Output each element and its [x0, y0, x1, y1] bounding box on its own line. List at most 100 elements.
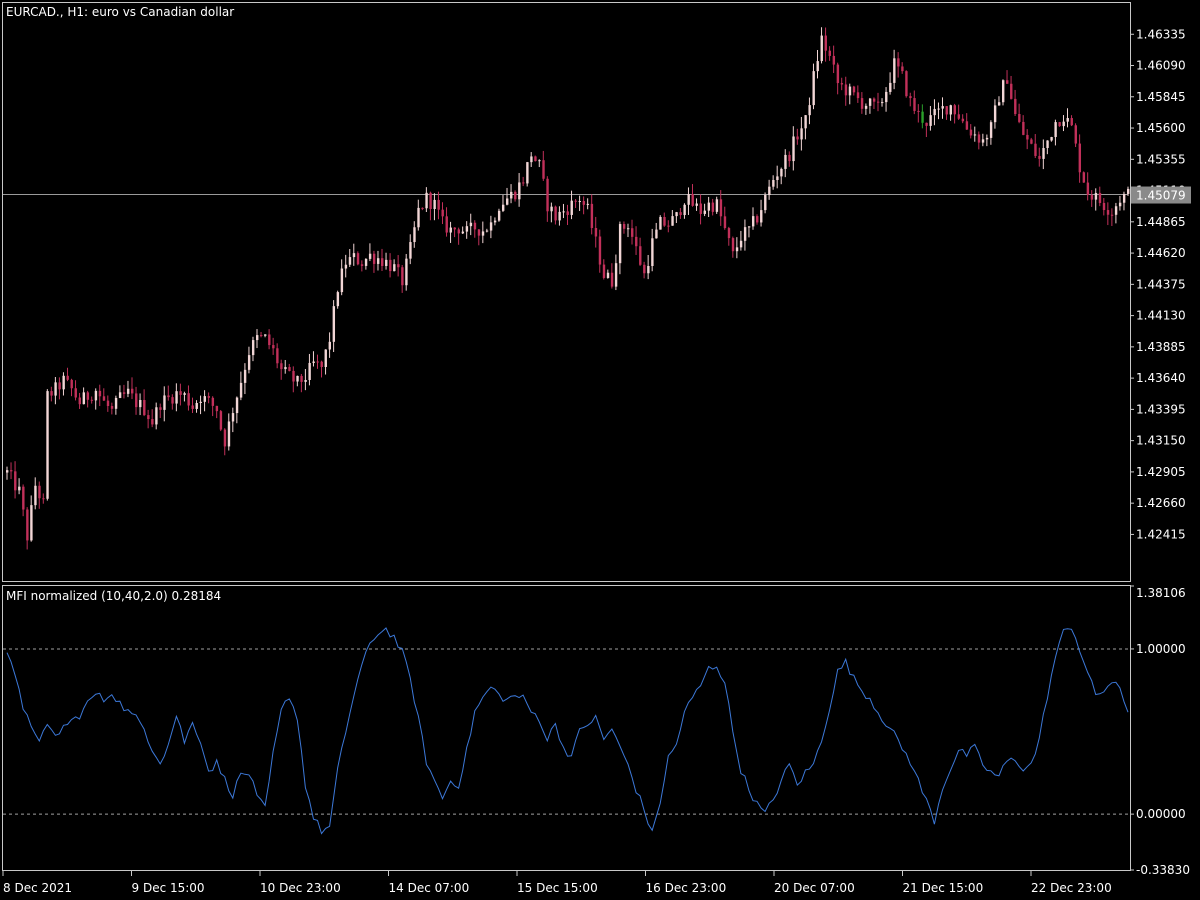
candle-body [703, 210, 707, 214]
candle-body [58, 382, 61, 390]
candle-body [401, 267, 404, 286]
candle-body [707, 202, 711, 211]
current-price-tag-bg [1131, 186, 1191, 204]
price-tick-label: 1.42905 [1136, 465, 1186, 479]
candle-body [437, 199, 440, 210]
current-price-label: 1.45079 [1136, 189, 1186, 203]
price-tick-label: 1.44375 [1136, 277, 1186, 291]
price-tick-label: 1.45845 [1136, 90, 1186, 104]
candle-body [82, 392, 86, 405]
candle-body [808, 105, 811, 116]
candle-body [183, 393, 186, 395]
candle-body [941, 106, 944, 109]
candle-body [836, 64, 840, 84]
candle-body [324, 349, 327, 368]
time-tick-label: 22 Dec 23:00 [1031, 881, 1112, 895]
candle-body [691, 194, 694, 206]
candle-body [1110, 214, 1114, 216]
candle-body [848, 86, 852, 96]
candle-body [598, 236, 602, 265]
candle-body [1066, 118, 1069, 122]
candle-body [626, 228, 630, 230]
candle-body [905, 71, 908, 97]
candle-body [272, 345, 275, 349]
candle-body [715, 199, 719, 212]
candle-body [1042, 148, 1045, 159]
candle-body [610, 272, 614, 287]
price-pane[interactable]: 1.463351.460901.458451.456001.453551.451… [2, 2, 1192, 582]
candle-body [171, 397, 174, 404]
candle-body [405, 258, 408, 286]
candle-body [1001, 80, 1005, 103]
candle-body [328, 341, 331, 350]
candle-body [953, 105, 957, 115]
candle-body [723, 216, 727, 229]
candle-body [1022, 121, 1025, 135]
candle-body [977, 134, 981, 143]
candle-body [719, 199, 723, 217]
candle-body [969, 129, 973, 136]
price-tick-label: 1.44130 [1136, 309, 1186, 323]
candle-body [901, 66, 904, 72]
price-tick-label: 1.45600 [1136, 121, 1186, 135]
candle-body [320, 361, 323, 368]
candle-body [122, 392, 126, 394]
candle-body [739, 240, 743, 248]
candle-body [348, 257, 352, 265]
candle-body [570, 200, 573, 215]
candle-body [699, 203, 702, 214]
candle-body [776, 176, 779, 181]
candle-body [175, 391, 178, 404]
candle-body [594, 227, 598, 237]
candle-body [381, 258, 384, 266]
candle-body [1078, 143, 1082, 173]
candle-body [243, 369, 247, 383]
candle-body [203, 396, 206, 402]
candle-body [114, 397, 118, 409]
candle-body [86, 392, 90, 400]
candle-body [284, 367, 287, 370]
candle-body [695, 203, 698, 206]
candle-body [816, 61, 819, 72]
candle-body [38, 485, 41, 499]
candle-body [22, 486, 25, 510]
indicator-pane[interactable]: 1.38106 1.00000 0.00000 -0.33830 MFI normal… [2, 585, 1190, 878]
candle-body [820, 35, 823, 62]
candle-body [590, 203, 594, 228]
candle-body [90, 399, 94, 401]
candle-body [308, 362, 311, 380]
price-tick-label: 1.46090 [1136, 59, 1186, 73]
candle-body [239, 382, 243, 398]
candle-body [227, 421, 231, 447]
candle-body [828, 50, 832, 56]
mfi-line [6, 627, 1129, 835]
candle-body [542, 160, 545, 179]
candle-body [538, 160, 541, 162]
candle-body [856, 92, 860, 99]
candle-body [368, 253, 372, 259]
candle-body [268, 334, 271, 346]
candle-body [147, 415, 150, 420]
candle-body [397, 264, 400, 268]
candle-body [578, 201, 581, 203]
candle-body [155, 407, 158, 425]
candle-body [131, 388, 134, 394]
candle-body [574, 200, 577, 202]
candle-body [840, 83, 844, 85]
candle-body [66, 375, 69, 380]
candle-body [316, 361, 319, 363]
candle-body [949, 105, 952, 115]
indicator-levels [3, 648, 1128, 815]
candle-body [247, 355, 251, 370]
candle-body [457, 229, 461, 234]
candle-body [800, 128, 803, 140]
candle-body [558, 211, 561, 221]
candle-body [393, 264, 396, 272]
candle-body [74, 388, 77, 398]
candle-body [687, 194, 690, 205]
candle-body [1106, 210, 1110, 215]
candle-body [518, 182, 521, 200]
time-tick-label: 10 Dec 23:00 [260, 881, 341, 895]
candle-body [893, 58, 896, 83]
